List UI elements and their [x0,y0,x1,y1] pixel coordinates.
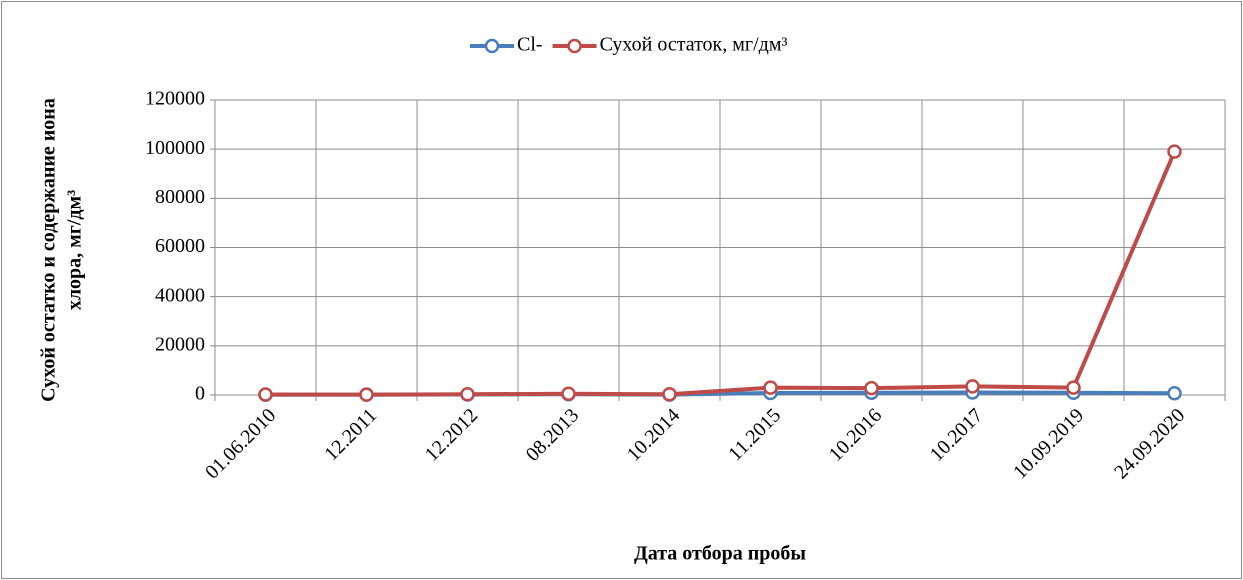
y-tick-label: 20000 [155,333,205,355]
point [1167,386,1182,401]
point [561,386,576,402]
y-tick-label: 40000 [155,284,205,306]
point [460,387,475,402]
legend-marker [567,38,582,54]
y-tick-label: 60000 [155,235,205,257]
point [662,387,677,402]
point [258,387,273,402]
point [1167,144,1182,159]
point [359,387,374,402]
legend-label: Сухой остаток, мг/дм³ [600,34,788,56]
y-axis-title-line: хлора, мг/дм³ [64,190,86,310]
y-tick-label: 80000 [155,186,205,208]
y-tick-label: 0 [195,383,205,405]
y-tick-label: 120000 [145,88,205,110]
point [1066,380,1081,395]
legend-marker [484,38,500,54]
series-line [265,150,1177,397]
x-axis-title: Дата отбора пробы [634,543,806,565]
point [763,380,778,395]
y-tick-label: 100000 [145,137,205,159]
y-axis-title: Сухой остатко и содержание иона хлора, м… [38,98,86,402]
y-axis-title-line: Сухой остатко и содержание иона [38,98,60,402]
point [864,380,879,396]
point [965,379,980,394]
legend-label: Cl- [517,34,543,56]
